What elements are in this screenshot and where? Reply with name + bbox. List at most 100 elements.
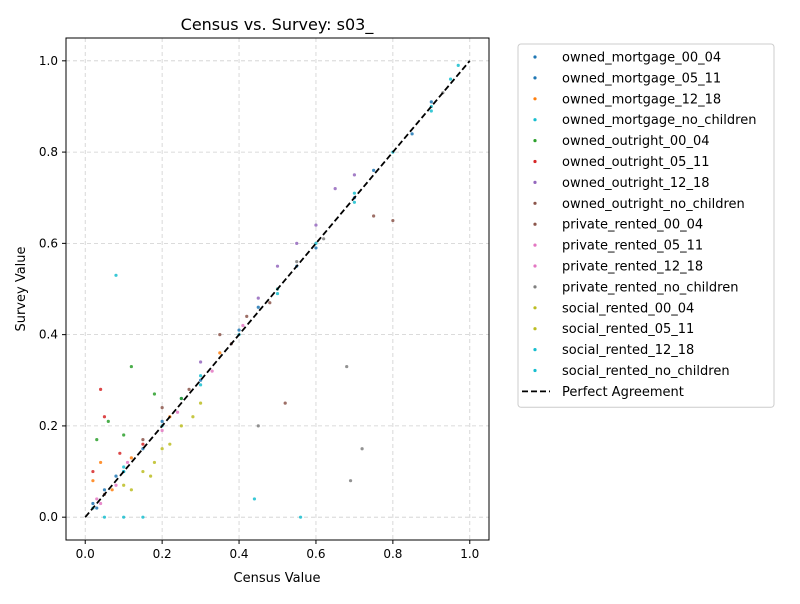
x-tick-label: 0.8 [383,547,402,561]
data-point [114,483,118,487]
chart-title: Census vs. Survey: s03_ [181,15,375,35]
data-point [122,483,126,487]
grid [66,38,489,540]
data-point [152,392,157,396]
data-point [372,214,376,218]
data-point [179,396,183,401]
data-point [102,488,107,492]
data-point [252,497,257,501]
data-point [298,515,303,519]
x-axis-label: Census Value [234,571,321,586]
data-point [141,515,145,519]
legend-label: private_rented_05_11 [562,239,703,254]
data-point [448,77,453,81]
data-point [91,479,95,483]
data-point [125,460,130,465]
data-point [160,428,164,433]
data-point [175,410,180,414]
data-point [191,415,195,419]
legend-marker [533,243,537,247]
x-tick-label: 0.6 [306,547,325,561]
legend-marker [533,180,537,184]
legend-marker [533,159,537,164]
legend-label: social_rented_12_18 [562,343,694,358]
data-point [102,415,107,419]
data-point [322,237,326,241]
legend-label: owned_outright_12_18 [562,176,710,191]
reference-line-layer [84,60,471,518]
y-tick-label: 0.2 [39,419,58,433]
legend-label: owned_mortgage_no_children [562,113,756,128]
data-point [333,187,337,191]
data-point [95,497,99,501]
data-point [187,387,191,391]
legend-marker [533,285,537,289]
legend-marker [533,118,537,122]
y-tick-label: 0.4 [39,328,58,342]
data-point [295,260,299,264]
data-point [314,223,318,227]
data-point [218,333,222,337]
data-point [275,264,280,268]
data-point [429,109,433,113]
data-point [198,383,203,387]
data-point [345,364,349,369]
data-point [91,501,95,506]
data-point [241,323,245,328]
data-point [91,469,95,474]
x-tick-label: 0.0 [76,547,95,561]
plot-frame [65,37,490,541]
data-point [352,191,357,195]
legend-marker [533,368,537,373]
axis-ticks: 0.0 0.2 0.4 0.6 0.8 1.0 0.0 0.2 0.4 0.6 0.8 1.0 [39,54,479,561]
data-point [149,474,153,478]
data-point [160,419,164,423]
legend-marker [533,264,537,268]
data-point [256,296,260,300]
x-tick-label: 1.0 [460,547,479,561]
data-point [256,424,260,428]
legend-label: social_rented_00_04 [562,301,694,316]
data-point [129,456,133,460]
data-point [456,63,460,67]
data-point [352,173,357,177]
legend-marker [533,348,537,352]
legend-marker [533,76,537,80]
legend-label: social_rented_no_children [562,364,730,379]
data-point [99,501,103,506]
legend-label: private_rented_no_children [562,280,738,295]
y-tick-label: 0.8 [39,145,58,159]
data-point [122,433,126,437]
data-point [360,447,364,451]
data-point [141,442,145,446]
y-tick-label: 0.6 [39,236,58,250]
data-point [429,100,433,104]
data-point [348,479,353,483]
legend: owned_mortgage_00_04 owned_mortgage_05_11… [517,43,775,408]
data-point [237,328,241,332]
x-tick-label: 0.4 [229,547,248,561]
data-point [198,360,203,364]
data-point [245,314,249,318]
legend-label: owned_outright_00_04 [562,134,710,149]
x-tick-label: 0.2 [153,547,172,561]
legend-label: owned_mortgage_00_04 [562,51,721,66]
data-point [129,364,133,369]
data-point [295,241,299,245]
data-point [99,387,103,391]
data-point [168,442,172,446]
reference-line [84,60,471,518]
y-tick-label: 0.0 [39,510,58,524]
data-point [410,132,414,136]
y-tick-label: 1.0 [39,54,58,68]
data-point [352,200,357,204]
legend-frame [517,43,775,408]
data-point [114,474,118,478]
data-point [114,273,118,277]
legend-marker [533,306,537,310]
data-point [118,451,122,455]
data-point [141,469,145,474]
legend-label: Perfect Agreement [562,385,684,400]
data-point [198,401,203,405]
